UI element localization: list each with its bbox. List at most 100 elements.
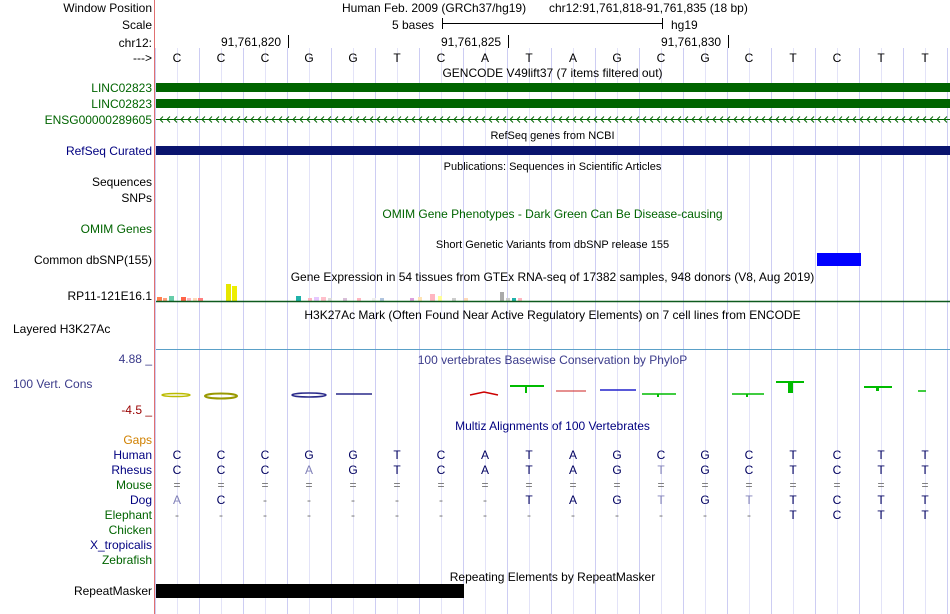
gencode-feature-bar[interactable] (156, 99, 950, 108)
strand-label: ---> (133, 51, 152, 65)
dbsnp-label[interactable]: Common dbSNP(155) (33, 253, 152, 267)
gtex-label[interactable]: RP11-121E16.1 (67, 289, 152, 303)
multiz-base: T (921, 508, 929, 522)
multiz-base: C (436, 463, 446, 477)
omim-label[interactable]: OMIM Genes (80, 222, 152, 236)
multiz-base: T (789, 493, 797, 507)
repeatmasker-title[interactable]: Repeating Elements by RepeatMasker (449, 570, 656, 584)
multiz-base: - (747, 508, 751, 522)
sequence-base: T (921, 51, 929, 65)
multiz-gaps-label[interactable]: Gaps (123, 433, 152, 447)
multiz-base: A (568, 493, 577, 507)
window-position-label: Window Position (63, 1, 152, 15)
phylop-title[interactable]: 100 vertebrates Basewise Conservation by… (417, 353, 688, 367)
sequence-base: C (260, 51, 270, 65)
multiz-base: A (172, 493, 181, 507)
sequence-base: C (656, 51, 666, 65)
gencode-feature-bar[interactable] (156, 83, 950, 92)
ruler-tick-label: 91,761,820 (221, 35, 282, 49)
multiz-base: C (832, 448, 842, 462)
publications-sequences-label[interactable]: Sequences (91, 175, 152, 189)
phylop-max-label: 4.88 _ (118, 352, 152, 366)
multiz-base: C (172, 463, 182, 477)
repeatmasker-element[interactable] (156, 584, 464, 598)
multiz-base: = (305, 478, 313, 492)
sequence-base: G (348, 51, 358, 65)
multiz-base: T (789, 448, 797, 462)
multiz-base: T (921, 463, 929, 477)
gtex-expression-bars[interactable] (157, 284, 522, 301)
dbsnp-title[interactable]: Short Genetic Variants from dbSNP releas… (435, 239, 670, 251)
multiz-base: - (483, 493, 487, 507)
sequence-base: C (436, 51, 446, 65)
phylop-glyphs[interactable] (161, 381, 926, 400)
multiz-base: - (175, 508, 179, 522)
publications-snps-label[interactable]: SNPs (121, 191, 152, 205)
multiz-base: - (483, 508, 487, 522)
multiz-base: = (437, 478, 445, 492)
refseq-feature-bar[interactable] (156, 146, 950, 155)
gencode-title[interactable]: GENCODE V49lift37 (7 items filtered out) (442, 66, 663, 80)
multiz-base: G (348, 463, 358, 477)
multiz-base: - (527, 508, 531, 522)
repeatmasker-label[interactable]: RepeatMasker (73, 584, 152, 598)
gencode-item-label[interactable]: LINC02823 (91, 81, 152, 95)
multiz-base: - (307, 493, 311, 507)
refseq-title[interactable]: RefSeq genes from NCBI (490, 130, 615, 142)
sequence-base: G (612, 51, 622, 65)
multiz-base: = (613, 478, 621, 492)
multiz-species-label[interactable]: X_tropicalis (89, 538, 152, 552)
publications-title[interactable]: Publications: Sequences in Scientific Ar… (443, 161, 662, 173)
multiz-base: - (395, 493, 399, 507)
refseq-label[interactable]: RefSeq Curated (65, 144, 152, 158)
sequence-base: C (744, 51, 754, 65)
multiz-species-label[interactable]: Dog (129, 493, 152, 507)
multiz-base: C (436, 448, 446, 462)
sequence-base: G (304, 51, 314, 65)
gencode-item-label[interactable]: ENSG00000289605 (44, 113, 152, 127)
scale-label: Scale (121, 18, 152, 32)
phylop-label[interactable]: 100 Vert. Cons (13, 377, 93, 391)
dbsnp-variant[interactable] (817, 253, 861, 266)
position-range[interactable]: chr12:91,761,818-91,761,835 (18 bp) (549, 1, 748, 15)
multiz-species-label[interactable]: Chicken (108, 523, 152, 537)
ruler-tick-label: 91,761,830 (661, 35, 722, 49)
ruler-tick-label: 91,761,825 (441, 35, 502, 49)
multiz-base: - (439, 508, 443, 522)
multiz-base: = (525, 478, 533, 492)
multiz-base: - (351, 493, 355, 507)
multiz-base: G (612, 463, 622, 477)
multiz-base: C (216, 448, 226, 462)
multiz-base: = (789, 478, 797, 492)
multiz-species-label[interactable]: Mouse (115, 478, 152, 492)
phylop-min-label: -4.5 _ (121, 403, 152, 417)
multiz-base: T (525, 463, 533, 477)
multiz-species-label[interactable]: Human (113, 448, 152, 462)
h3k27ac-title[interactable]: H3K27Ac Mark (Often Found Near Active Re… (304, 308, 801, 322)
multiz-base: = (349, 478, 357, 492)
h3k27ac-label[interactable]: Layered H3K27Ac (13, 322, 111, 336)
multiz-species-label[interactable]: Elephant (104, 508, 152, 522)
multiz-base: - (263, 508, 267, 522)
multiz-base: - (703, 508, 707, 522)
multiz-species-label[interactable]: Zebrafish (101, 553, 152, 567)
sequence-base: T (525, 51, 533, 65)
multiz-base: - (659, 508, 663, 522)
multiz-base: = (173, 478, 181, 492)
gencode-item-label[interactable]: LINC02823 (91, 97, 152, 111)
multiz-base: G (348, 448, 358, 462)
multiz-base: - (307, 508, 311, 522)
sequence-base: A (480, 51, 489, 65)
multiz-base: C (216, 463, 226, 477)
multiz-title[interactable]: Multiz Alignments of 100 Vertebrates (455, 419, 650, 433)
omim-title[interactable]: OMIM Gene Phenotypes - Dark Green Can Be… (382, 207, 723, 221)
gencode-strand-line[interactable] (156, 116, 950, 123)
assembly-name: Human Feb. 2009 (GRCh37/hg19) (342, 1, 527, 15)
multiz-species-label[interactable]: Rhesus (111, 463, 152, 477)
gtex-title[interactable]: Gene Expression in 54 tissues from GTEx … (290, 270, 815, 284)
multiz-base: G (304, 448, 314, 462)
multiz-base: - (395, 508, 399, 522)
